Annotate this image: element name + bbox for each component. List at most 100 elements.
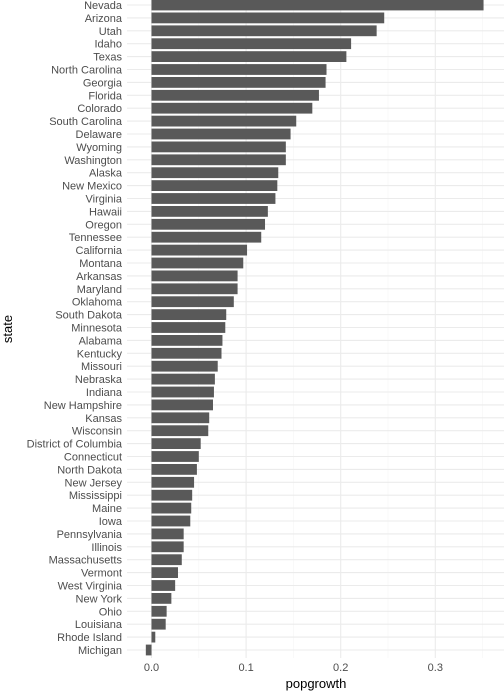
bar: [151, 102, 313, 114]
bar: [151, 257, 244, 269]
bar: [151, 373, 215, 385]
bars: [145, 0, 484, 656]
bar: [151, 128, 291, 140]
x-tick-labels: 0.0 0.1 0.2 0.3: [144, 662, 443, 674]
state-label: Arkansas: [76, 271, 122, 283]
bar: [151, 386, 214, 398]
bar: [151, 554, 182, 566]
bar: [151, 489, 193, 501]
y-axis-title: state: [0, 315, 15, 343]
state-label: Tennessee: [69, 232, 122, 244]
bar: [151, 12, 385, 24]
state-label: Kentucky: [77, 348, 123, 360]
bar: [151, 64, 327, 75]
state-label: Hawaii: [89, 206, 122, 218]
state-label: North Dakota: [57, 464, 123, 476]
bar: [151, 206, 268, 217]
state-label: Vermont: [81, 568, 122, 580]
bar: [151, 296, 234, 308]
bar: [151, 51, 347, 62]
state-label: Illinois: [91, 542, 122, 554]
state-label: Minnesota: [71, 323, 123, 335]
x-tick-label: 0.1: [238, 662, 253, 674]
bar: [151, 335, 223, 346]
state-label: Indiana: [86, 387, 123, 399]
state-label: Utah: [99, 26, 122, 38]
bar: [151, 180, 278, 191]
state-label: Virginia: [86, 194, 123, 206]
bar: [151, 412, 210, 424]
state-label: Arizona: [85, 13, 123, 25]
bar: [151, 541, 184, 553]
state-label: Montana: [79, 258, 123, 270]
bar: [145, 644, 152, 656]
bar: [151, 309, 227, 320]
state-label: Georgia: [83, 77, 123, 89]
state-label: Maryland: [77, 284, 122, 296]
state-label: West Virginia: [58, 581, 123, 593]
state-label: Texas: [93, 52, 122, 64]
bar: [151, 0, 484, 11]
state-label: Oklahoma: [72, 297, 123, 309]
state-label: Mississippi: [69, 490, 122, 502]
bar: [151, 347, 222, 359]
state-label: Nevada: [84, 0, 123, 12]
bar: [151, 605, 167, 617]
bar: [151, 618, 166, 630]
bar: [151, 425, 209, 437]
state-label: Rhode Island: [57, 632, 122, 644]
bar: [151, 167, 279, 179]
bar: [151, 244, 248, 256]
x-axis-title: popgrowth: [286, 676, 347, 691]
bar: [151, 464, 197, 475]
bar: [151, 476, 195, 488]
bar: [151, 115, 297, 127]
x-tick-label: 0.0: [144, 662, 159, 674]
state-label: California: [76, 245, 123, 257]
bar: [151, 193, 276, 204]
bar: [151, 38, 352, 50]
bar: [151, 515, 191, 527]
bar: [151, 528, 184, 540]
bar: [151, 593, 172, 604]
bar: [151, 25, 377, 37]
bar: [151, 89, 319, 101]
state-label: New Jersey: [65, 477, 123, 489]
bar: [151, 360, 218, 372]
bar: [151, 502, 192, 514]
bar: [151, 154, 286, 166]
state-label: South Carolina: [49, 116, 123, 128]
state-label: South Dakota: [55, 310, 123, 322]
bar: [151, 438, 201, 449]
state-label: Delaware: [76, 129, 122, 141]
state-label: Pennsylvania: [57, 529, 123, 541]
state-label: Oregon: [85, 219, 122, 231]
bar: [151, 451, 199, 462]
state-label: Maine: [92, 503, 122, 515]
state-label: Alabama: [79, 335, 123, 347]
bar: [151, 231, 262, 243]
state-label: Ohio: [99, 606, 122, 618]
state-label: Nebraska: [75, 374, 123, 386]
state-label: Colorado: [77, 103, 122, 115]
state-label: Wisconsin: [72, 426, 122, 438]
state-label: Florida: [88, 90, 123, 102]
state-label: Washington: [64, 155, 122, 167]
state-label: Idaho: [94, 39, 122, 51]
bar: [151, 580, 176, 591]
state-label: Kansas: [85, 413, 122, 425]
state-label: Missouri: [81, 361, 122, 373]
state-label: Alaska: [89, 168, 123, 180]
bar: [151, 399, 213, 411]
bar: [151, 567, 178, 578]
bar: [151, 270, 238, 282]
bar: [151, 322, 226, 333]
state-label: Connecticut: [64, 452, 122, 464]
state-label: New York: [76, 593, 123, 605]
state-label: Massachusetts: [49, 555, 123, 567]
state-label: Iowa: [99, 516, 123, 528]
x-tick-label: 0.3: [428, 662, 443, 674]
state-label: District of Columbia: [27, 439, 123, 451]
